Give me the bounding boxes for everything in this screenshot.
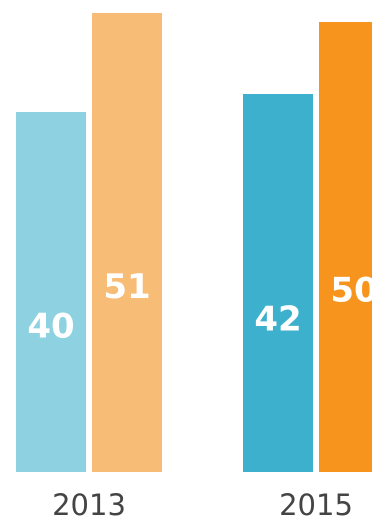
bar-2015-series-2 — [319, 22, 372, 472]
bar-value-label: 40 — [27, 307, 74, 347]
category-label-2015: 2015 — [279, 488, 353, 522]
bar-value-label: 50 — [330, 271, 372, 311]
bar-value-label: 51 — [103, 267, 150, 307]
category-label-2013: 2013 — [52, 488, 126, 522]
bar-2015-series-1 — [243, 94, 313, 472]
bar-2013-series-2 — [92, 13, 162, 472]
bar-2013-series-1 — [16, 112, 86, 472]
bar-value-label: 42 — [254, 299, 301, 339]
